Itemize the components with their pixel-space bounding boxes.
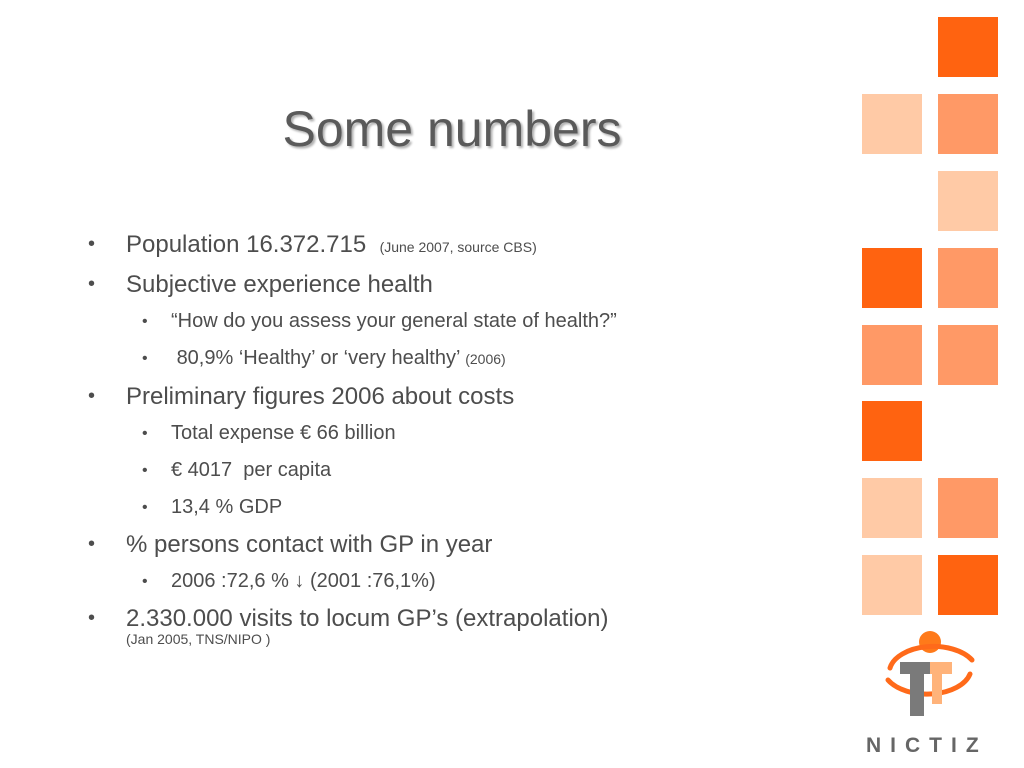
bullet-note: (2006) [465,351,506,367]
bullet-dot: • [142,573,148,590]
bullet-subjective-health: • Subjective experience health [88,266,848,303]
sub-bullet-per-capita: • € 4017 per capita [88,452,848,489]
bullet-dot: • [88,533,96,555]
bullet-dot: • [142,499,148,516]
decor-square [938,555,998,615]
bullet-dot: • [88,607,96,629]
sub-bullet-healthy-percent: • 80,9% ‘Healthy’ or ‘very healthy’ (200… [88,340,848,378]
bullet-text: Total expense € 66 billion [171,422,396,444]
bullet-text: Population 16.372.715 [126,231,367,258]
decor-square [938,248,998,308]
sub-bullet-total-expense: • Total expense € 66 billion [88,415,848,452]
decor-square [862,401,922,461]
bullet-text: Preliminary figures 2006 about costs [126,383,515,410]
bullet-text: 80,9% ‘Healthy’ or ‘very healthy’ [176,347,460,369]
bullet-dot: • [142,350,148,367]
decor-square [862,555,922,615]
decor-square [862,325,922,385]
decor-square [938,94,998,154]
decor-square [862,478,922,538]
sub-bullet-gdp: • 13,4 % GDP [88,489,848,526]
decor-square [862,94,922,154]
nictiz-logo-icon [880,628,980,724]
bullet-text: 2.330.000 visits to locum GP’s (extrapol… [126,605,609,632]
brand-wordmark: NICTIZ [866,734,988,757]
bullet-text: “How do you assess your general state of… [171,310,617,332]
bullet-text: 13,4 % GDP [171,496,283,518]
bullet-note: (June 2007, source CBS) [379,239,537,255]
bullet-dot: • [142,313,148,330]
bullet-dot: • [88,385,96,407]
bullet-text: % persons contact with GP in year [126,531,493,558]
bullet-dot: • [88,233,96,255]
sub-bullet-gp-trend: • 2006 :72,6 % ↓ (2001 :76,1%) [88,563,848,600]
bullet-gp-contact: • % persons contact with GP in year [88,526,848,563]
decor-square [938,17,998,77]
slide-title: Some numbers [282,101,622,157]
bullet-locum-visits: • 2.330.000 visits to locum GP’s (extrap… [88,600,848,637]
bullet-costs: • Preliminary figures 2006 about costs [88,378,848,415]
decor-square [938,171,998,231]
bullet-dot: • [142,462,148,479]
bullet-dot: • [142,425,148,442]
decor-square [862,248,922,308]
sub-bullet-health-question: • “How do you assess your general state … [88,303,848,340]
bullet-text: € 4017 per capita [171,459,332,481]
bullet-text: 2006 :72,6 % ↓ (2001 :76,1%) [171,570,436,592]
decor-square [938,478,998,538]
bullet-text: Subjective experience health [126,271,433,298]
bullet-note: (Jan 2005, TNS/NIPO ) [126,631,271,647]
bullet-list: • Population 16.372.715 (June 2007, sour… [88,226,848,647]
decor-square [938,325,998,385]
bullet-dot: • [88,273,96,295]
bullet-population: • Population 16.372.715 (June 2007, sour… [88,226,848,266]
